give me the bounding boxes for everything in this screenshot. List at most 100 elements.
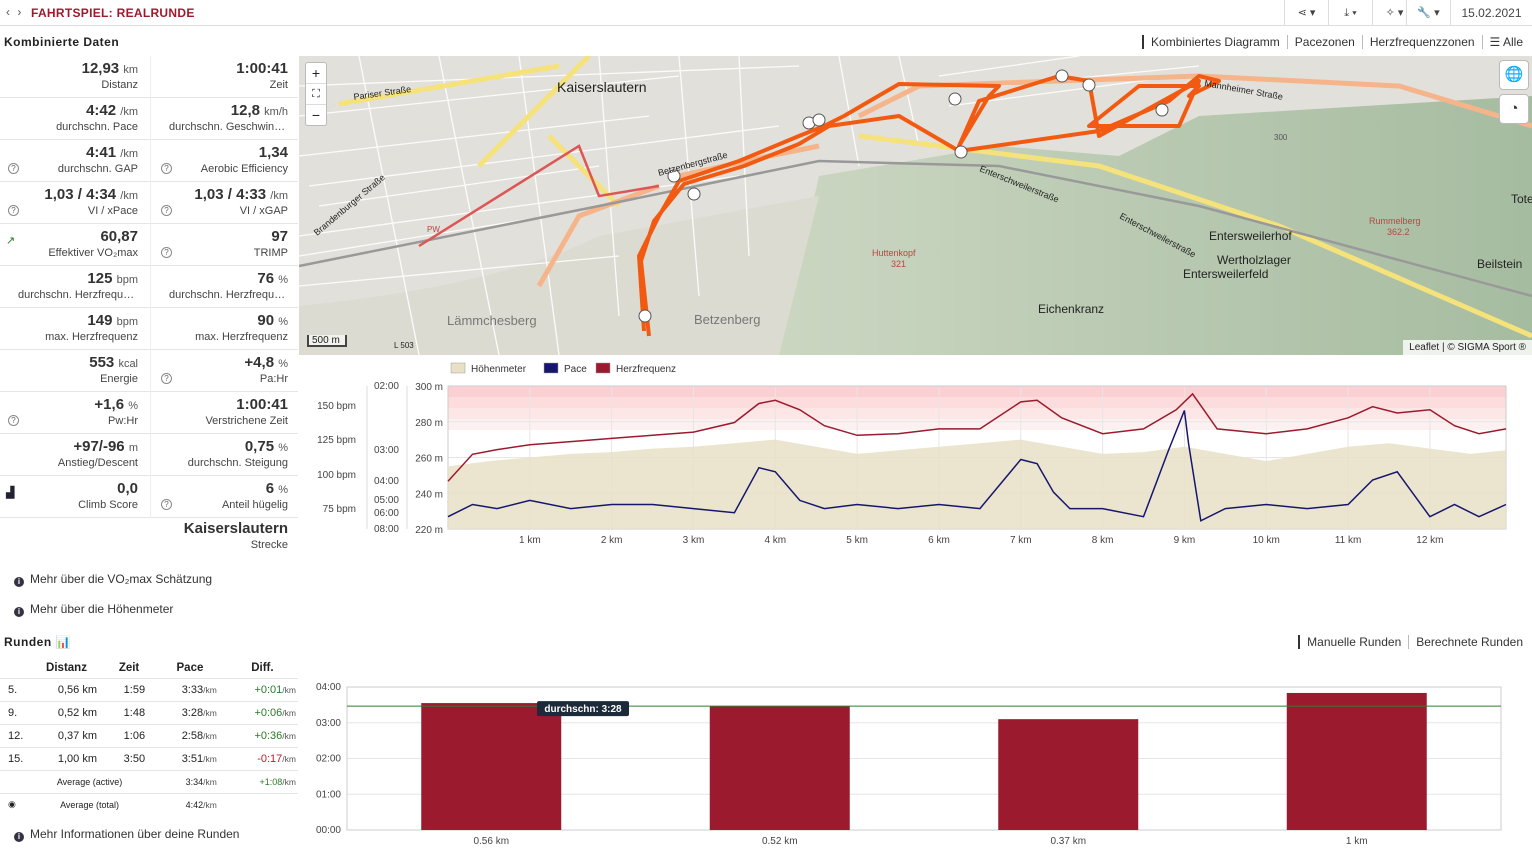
- zoom-in-button[interactable]: +: [306, 63, 326, 84]
- stat-cell: 553 kcal Energie: [0, 350, 148, 392]
- x-tick: 4 km: [764, 535, 786, 546]
- download-button[interactable]: ⤓ ▾: [1328, 0, 1372, 26]
- zoom-out-button[interactable]: −: [311, 107, 321, 123]
- tab-herzfrequenzzonen[interactable]: Herzfrequenzzonen: [1361, 35, 1482, 49]
- hr-zone: [448, 408, 1506, 419]
- combined-chart[interactable]: Höhenmeter Pace Herzfrequenz 1 km 2 km 3 km 4 …: [299, 358, 1532, 558]
- lap-bar[interactable]: [421, 703, 562, 830]
- tab-berechnete-runden[interactable]: Berechnete Runden: [1408, 635, 1530, 649]
- laps-title: Runden 📊: [4, 635, 71, 649]
- help-icon[interactable]: ?: [161, 499, 172, 510]
- stat-row: 0,0 Climb Score ▟ 6 % Anteil hügelig?: [0, 476, 298, 518]
- laps-link[interactable]: i Mehr Informationen über deine Runden: [14, 827, 239, 842]
- elev-link[interactable]: i Mehr über die Höhenmeter: [14, 602, 173, 617]
- table-row[interactable]: 15. 1,00 km 3:50 3:51/km -0:17/km: [0, 746, 298, 770]
- laps-table: Distanz Zeit Pace Diff. 5. 0,56 km 1:59 3:33/km…: [0, 658, 298, 816]
- y-tick: 00:00: [316, 825, 341, 836]
- stat-cell: 1,03 / 4:34 /km VI / xPace?: [0, 182, 148, 224]
- table-row[interactable]: 12. 0,37 km 1:06 2:58/km +0:36/km: [0, 723, 298, 747]
- stat-value: +4,8 %: [244, 354, 288, 371]
- activity-date: 15.02.2021: [1450, 0, 1532, 26]
- hr-zone: [448, 397, 1506, 408]
- legend-label[interactable]: Höhenmeter: [471, 364, 527, 375]
- stat-label: durchschn. Herzfrequenz: [18, 289, 138, 301]
- wrench-icon: 🔧 ▾: [1417, 7, 1440, 19]
- hr-zone: [448, 386, 1506, 397]
- tab-alle[interactable]: ☰ Alle: [1481, 35, 1530, 49]
- stat-label: Verstrichene Zeit: [205, 415, 288, 427]
- vo2-link[interactable]: i Mehr über die VO₂max Schätzung: [14, 572, 212, 587]
- avg-label-bg: [537, 701, 629, 717]
- map-label: Kaiserslautern: [557, 79, 647, 95]
- x-tick: 6 km: [928, 535, 950, 546]
- top-bar: ‹ › FAHRTSPIEL: REALRUNDE ⋖ ▾ ⤓ ▾ ✧ ▾ 🔧 …: [0, 0, 1532, 26]
- fullscreen-button[interactable]: ⛶: [306, 84, 326, 105]
- x-tick: 1 km: [1346, 836, 1368, 847]
- tab-kombiniertes-diagramm[interactable]: Kombiniertes Diagramm: [1142, 35, 1287, 49]
- chart-icon: 📊: [55, 635, 71, 649]
- lap-bar[interactable]: [709, 706, 850, 830]
- stat-cell: 1,03 / 4:33 /km VI / xGAP?: [150, 182, 298, 224]
- help-icon[interactable]: ?: [8, 163, 19, 174]
- gauge-icon: ◔: [1509, 100, 1519, 117]
- svg-text:Entersweilerhof: Entersweilerhof: [1209, 229, 1292, 243]
- svg-text:Betzenberg: Betzenberg: [694, 312, 761, 327]
- layers-button[interactable]: 🌐: [1499, 60, 1529, 90]
- lap-bar[interactable]: [1286, 692, 1427, 830]
- help-icon[interactable]: ?: [161, 205, 172, 216]
- route-map[interactable]: Kaiserslautern Pariser Straße Mannheimer…: [299, 56, 1532, 355]
- svg-text:PW: PW: [427, 225, 440, 234]
- legend-label[interactable]: Pace: [564, 364, 587, 375]
- stat-value: 60,87: [100, 228, 138, 245]
- table-row[interactable]: 5. 0,56 km 1:59 3:33/km +0:01/km: [0, 677, 298, 701]
- stat-value: 76 %: [257, 270, 288, 287]
- x-tick: 8 km: [1092, 535, 1114, 546]
- tools-button[interactable]: 🔧 ▾: [1406, 0, 1450, 26]
- table-row[interactable]: 9. 0,52 km 1:48 3:28/km +0:06/km: [0, 700, 298, 724]
- svg-text:Eichenkranz: Eichenkranz: [1038, 302, 1104, 316]
- share-button[interactable]: ⋖ ▾: [1284, 0, 1328, 26]
- stat-label: durchschn. Geschwindigkeit: [169, 121, 288, 133]
- svg-text:300: 300: [1274, 133, 1288, 142]
- stat-label: Energie: [100, 373, 138, 385]
- stat-label: durchschn. GAP: [57, 163, 138, 175]
- help-icon[interactable]: ?: [161, 373, 172, 384]
- lap-bar[interactable]: [998, 719, 1139, 830]
- gauge-button[interactable]: ◔: [1499, 94, 1529, 124]
- legend-label[interactable]: Herzfrequenz: [616, 364, 676, 375]
- stat-value: 12,93 km: [81, 60, 138, 77]
- svg-text:Lämmchesberg: Lämmchesberg: [447, 313, 537, 328]
- laps-grid: Distanz Zeit Pace Diff. 5. 0,56 km 1:59 3:33/km…: [0, 658, 298, 816]
- tab-pacezonen[interactable]: Pacezonen: [1286, 35, 1362, 49]
- magic-button[interactable]: ✧ ▾: [1372, 0, 1416, 26]
- stat-label: durchschn. Pace: [56, 121, 138, 133]
- y-tick-pace: 08:00: [374, 524, 399, 535]
- y-tick: 04:00: [316, 682, 341, 693]
- trend-up-icon: ↗: [6, 235, 16, 247]
- map-attribution[interactable]: Leaflet | © SIGMA Sport ®: [1403, 340, 1532, 355]
- stat-row: 60,87 Effektiver VO₂max ↗ 97 TRIMP?: [0, 224, 298, 266]
- avg-total-row: ◉ Average (total) 4:42/km: [0, 792, 298, 816]
- stat-row: 553 kcal Energie +4,8 % Pa:Hr?: [0, 350, 298, 392]
- combined-title: Kombinierte Daten: [4, 35, 120, 49]
- tab-manuelle-runden[interactable]: Manuelle Runden: [1298, 635, 1409, 649]
- help-icon[interactable]: ?: [8, 205, 19, 216]
- stat-cell: 4:42 /km durchschn. Pace: [0, 98, 148, 140]
- eye-icon[interactable]: ◉: [8, 799, 16, 810]
- stat-cell: 12,8 km/h durchschn. Geschwindigkeit: [150, 98, 298, 140]
- laps-bar-chart[interactable]: 04:00 03:00 02:00 01:00 00:00 0.56 km 0.52 km 0…: [299, 660, 1532, 850]
- chart-icon: ▟: [6, 487, 15, 499]
- nav-arrows[interactable]: ‹ ›: [6, 5, 24, 19]
- laps-header: Pace: [176, 661, 204, 674]
- help-icon[interactable]: ?: [8, 415, 19, 426]
- combined-tabs: Kombiniertes Diagramm Pacezonen Herzfreque…: [1142, 35, 1530, 49]
- help-icon[interactable]: ?: [161, 247, 172, 258]
- series-hoehenmeter: [448, 439, 1506, 529]
- svg-text:362.2: 362.2: [1387, 227, 1410, 237]
- stat-cell: 1,34 Aerobic Efficiency?: [150, 140, 298, 182]
- help-icon[interactable]: ?: [161, 163, 172, 174]
- svg-text:Huttenkopf: Huttenkopf: [872, 248, 916, 258]
- magic-icon: ✧ ▾: [1385, 7, 1404, 19]
- route-label: Strecke: [250, 539, 288, 551]
- x-tick: 0.37 km: [1050, 836, 1086, 847]
